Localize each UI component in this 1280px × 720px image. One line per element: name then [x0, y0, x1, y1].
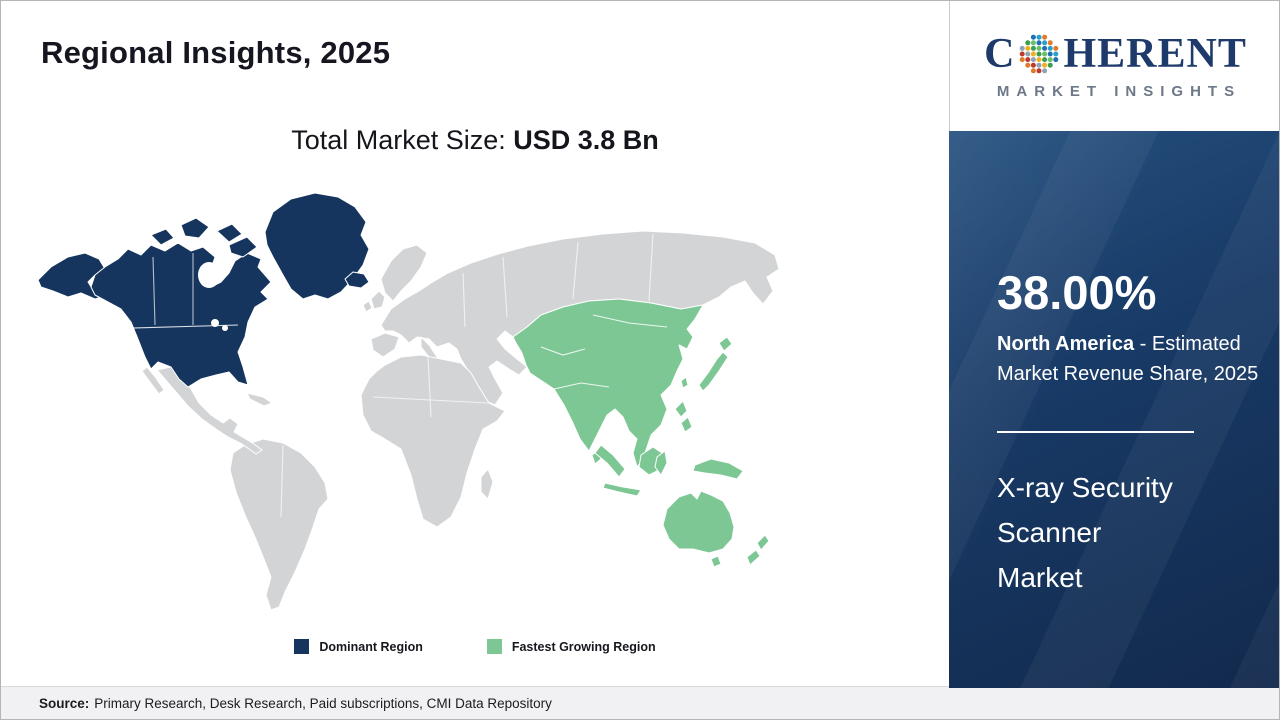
map-region-scandinavia: [380, 244, 428, 302]
map-region-taiwan: [680, 376, 689, 389]
map-region-mexico-central-america: [156, 366, 263, 455]
map-region-japan: [718, 336, 733, 352]
market-name: X-ray Security Scanner Market: [997, 472, 1173, 593]
map-region-uk: [370, 290, 386, 310]
map-region-baffin: [228, 236, 258, 258]
map-region-tasmania: [710, 555, 722, 568]
fastest-region-swatch: [486, 639, 502, 654]
fastest-region-label: Fastest Growing Region: [511, 639, 656, 654]
brand-name: C HERENT: [984, 32, 1247, 76]
map-region-new-guinea: [692, 458, 744, 480]
map-border-line: [572, 241, 579, 300]
map-country-borders: [152, 233, 654, 518]
map-border-line: [462, 272, 466, 328]
market-size-label: Total Market Size:: [291, 125, 514, 155]
market-size-value: USD 3.8 Bn: [513, 125, 659, 155]
map-border-line: [280, 444, 284, 518]
map-region-australia: [662, 490, 735, 554]
revenue-share-region: North America: [997, 333, 1135, 355]
revenue-share-value: 38.00%: [997, 266, 1157, 319]
map-region-caribbean: [246, 392, 273, 407]
map-region-arctic-islands: [150, 228, 175, 246]
map-border-india-china: [553, 382, 610, 390]
map-border-line: [427, 356, 432, 418]
source-footer: Source: Primary Research, Desk Research,…: [1, 686, 1279, 719]
globe-dots-icon: [1020, 34, 1059, 74]
map-region-baja: [141, 366, 165, 395]
revenue-share-description: North America - Estimated Market Revenue…: [997, 329, 1261, 389]
map-region-philippines: [674, 400, 688, 418]
brand-letter-c: C: [984, 31, 1016, 77]
map-region-iceland: [344, 271, 370, 289]
map-region-arctic-islands: [216, 223, 243, 243]
map-region-iberia: [370, 332, 400, 358]
map-great-lakes: [211, 319, 219, 327]
map-border-line: [152, 256, 156, 326]
map-legend: Dominant Region Fastest Growing Region: [1, 639, 949, 654]
map-hudson-bay: [198, 262, 220, 288]
legend-item-fastest: Fastest Growing Region: [486, 639, 656, 654]
map-region-philippines: [680, 416, 693, 433]
map-region-java: [602, 482, 642, 497]
map-region-new-zealand: [746, 549, 761, 566]
stats-panel: 38.00% North America - Estimated Market …: [949, 131, 1279, 688]
market-size-subtitle: Total Market Size: USD 3.8 Bn: [1, 125, 949, 156]
dominant-region-swatch: [294, 639, 310, 654]
map-us-canada-border: [98, 324, 239, 330]
map-fastest-region-asia-pacific: [512, 298, 770, 568]
map-dominant-region-north-america: [37, 192, 370, 388]
map-region-new-zealand: [756, 534, 770, 551]
source-label: Source:: [39, 695, 90, 711]
map-great-lakes: [222, 325, 228, 331]
brand-letters-rest: HERENT: [1063, 31, 1247, 77]
dominant-region-label: Dominant Region: [319, 639, 423, 654]
source-text: Primary Research, Desk Research, Paid su…: [94, 695, 552, 711]
map-region-south-america: [229, 438, 329, 611]
map-border-line: [502, 256, 508, 318]
map-region-greenland: [264, 192, 370, 300]
map-region-arctic-islands: [180, 217, 210, 239]
brand-logo: C HERENT MARKET INSIGHTS: [949, 1, 1279, 131]
map-border-mongolia-china: [592, 314, 668, 328]
map-region-madagascar: [480, 468, 494, 500]
map-border-line: [648, 233, 654, 302]
map-region-ireland: [362, 300, 373, 313]
map-border-central-asia: [540, 346, 586, 356]
map-region-sumatra: [594, 444, 626, 478]
map-region-asia-mainland: [512, 298, 704, 468]
map-region-canada-usa: [90, 242, 272, 388]
map-region-sulawesi: [654, 450, 668, 476]
world-map: [37, 192, 780, 611]
revenue-share-text: - Estimated Market Revenue Share, 2025: [997, 333, 1259, 385]
panel-divider: [997, 431, 1194, 433]
legend-item-dominant: Dominant Region: [294, 639, 423, 654]
page-title: Regional Insights, 2025: [41, 35, 391, 70]
map-region-japan: [698, 351, 729, 392]
brand-subtitle: MARKET INSIGHTS: [996, 83, 1242, 100]
